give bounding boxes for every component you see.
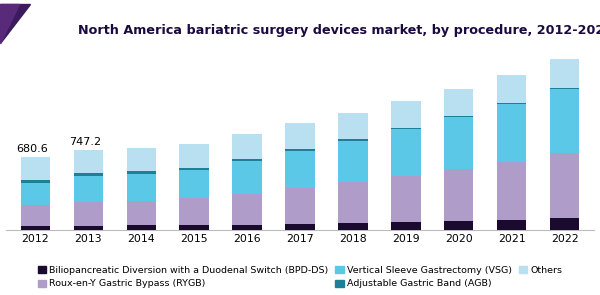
Bar [179, 225, 209, 230]
Text: 680.6: 680.6 [17, 144, 49, 154]
Bar [20, 183, 50, 205]
Bar [550, 59, 580, 88]
Bar [391, 176, 421, 222]
Bar [391, 129, 421, 176]
Bar [286, 123, 314, 149]
Bar [232, 224, 262, 230]
Bar [127, 201, 155, 225]
Bar [179, 170, 209, 198]
Bar [445, 221, 473, 230]
Bar [74, 202, 103, 226]
Bar [20, 157, 50, 180]
Bar [232, 194, 262, 224]
Bar [232, 134, 262, 159]
Bar [20, 205, 50, 226]
Text: North America bariatric surgery devices market, by procedure, 2012-2022 (USD Mn): North America bariatric surgery devices … [78, 24, 600, 37]
Bar [286, 188, 314, 224]
Bar [445, 169, 473, 221]
Bar [127, 225, 155, 230]
Bar [338, 139, 368, 141]
Bar [550, 153, 580, 218]
Bar [286, 224, 314, 230]
Legend: Biliopancreatic Diversion with a Duodenal Switch (BPD-DS), Roux-en-Y Gastric Byp: Biliopancreatic Diversion with a Duodena… [35, 264, 565, 290]
Bar [127, 148, 155, 171]
Bar [286, 151, 314, 188]
Bar [20, 180, 50, 183]
Polygon shape [0, 4, 30, 43]
Bar [391, 128, 421, 129]
Bar [338, 141, 368, 182]
Text: 747.2: 747.2 [70, 137, 101, 147]
Bar [550, 218, 580, 230]
Bar [550, 89, 580, 153]
Bar [232, 161, 262, 194]
Bar [74, 226, 103, 230]
Bar [232, 159, 262, 161]
Bar [550, 88, 580, 89]
Bar [497, 219, 526, 230]
Bar [127, 174, 155, 201]
Bar [74, 150, 103, 173]
Bar [391, 101, 421, 128]
Bar [74, 176, 103, 202]
Bar [74, 173, 103, 176]
Bar [179, 198, 209, 225]
Bar [338, 113, 368, 139]
Bar [445, 89, 473, 116]
Bar [445, 117, 473, 169]
Bar [20, 226, 50, 230]
Bar [497, 104, 526, 162]
Bar [497, 75, 526, 104]
Bar [179, 168, 209, 170]
Bar [338, 182, 368, 223]
Bar [445, 116, 473, 117]
Bar [338, 223, 368, 230]
Bar [127, 171, 155, 174]
Bar [286, 149, 314, 151]
Bar [391, 222, 421, 230]
Bar [179, 144, 209, 168]
Polygon shape [0, 4, 19, 43]
Bar [497, 162, 526, 219]
